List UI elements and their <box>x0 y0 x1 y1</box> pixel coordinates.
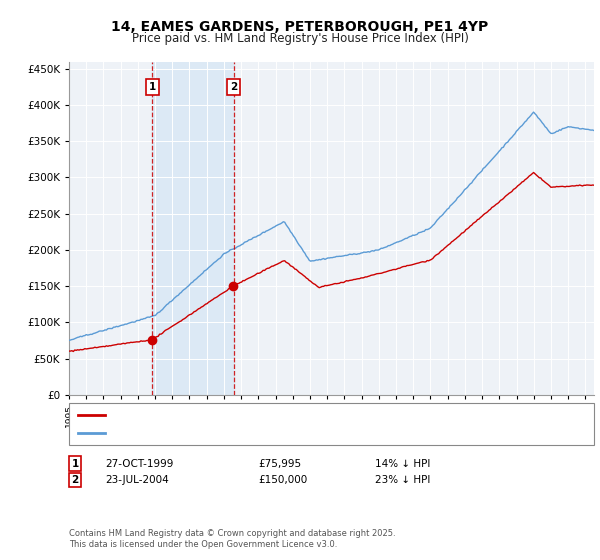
Text: 23-JUL-2004: 23-JUL-2004 <box>105 475 169 485</box>
Text: £75,995: £75,995 <box>258 459 301 469</box>
Text: 14% ↓ HPI: 14% ↓ HPI <box>375 459 430 469</box>
Text: 1: 1 <box>149 82 156 92</box>
Text: £150,000: £150,000 <box>258 475 307 485</box>
Text: 14, EAMES GARDENS, PETERBOROUGH, PE1 4YP (detached house): 14, EAMES GARDENS, PETERBOROUGH, PE1 4YP… <box>110 410 442 420</box>
Text: 2: 2 <box>230 82 237 92</box>
Text: 23% ↓ HPI: 23% ↓ HPI <box>375 475 430 485</box>
Text: 27-OCT-1999: 27-OCT-1999 <box>105 459 173 469</box>
Text: 2: 2 <box>71 475 79 485</box>
Text: Contains HM Land Registry data © Crown copyright and database right 2025.
This d: Contains HM Land Registry data © Crown c… <box>69 529 395 549</box>
Text: HPI: Average price, detached house, City of Peterborough: HPI: Average price, detached house, City… <box>110 428 397 438</box>
Text: Price paid vs. HM Land Registry's House Price Index (HPI): Price paid vs. HM Land Registry's House … <box>131 32 469 45</box>
Bar <box>152 62 233 395</box>
Text: 1: 1 <box>71 459 79 469</box>
Text: 14, EAMES GARDENS, PETERBOROUGH, PE1 4YP: 14, EAMES GARDENS, PETERBOROUGH, PE1 4YP <box>112 20 488 34</box>
